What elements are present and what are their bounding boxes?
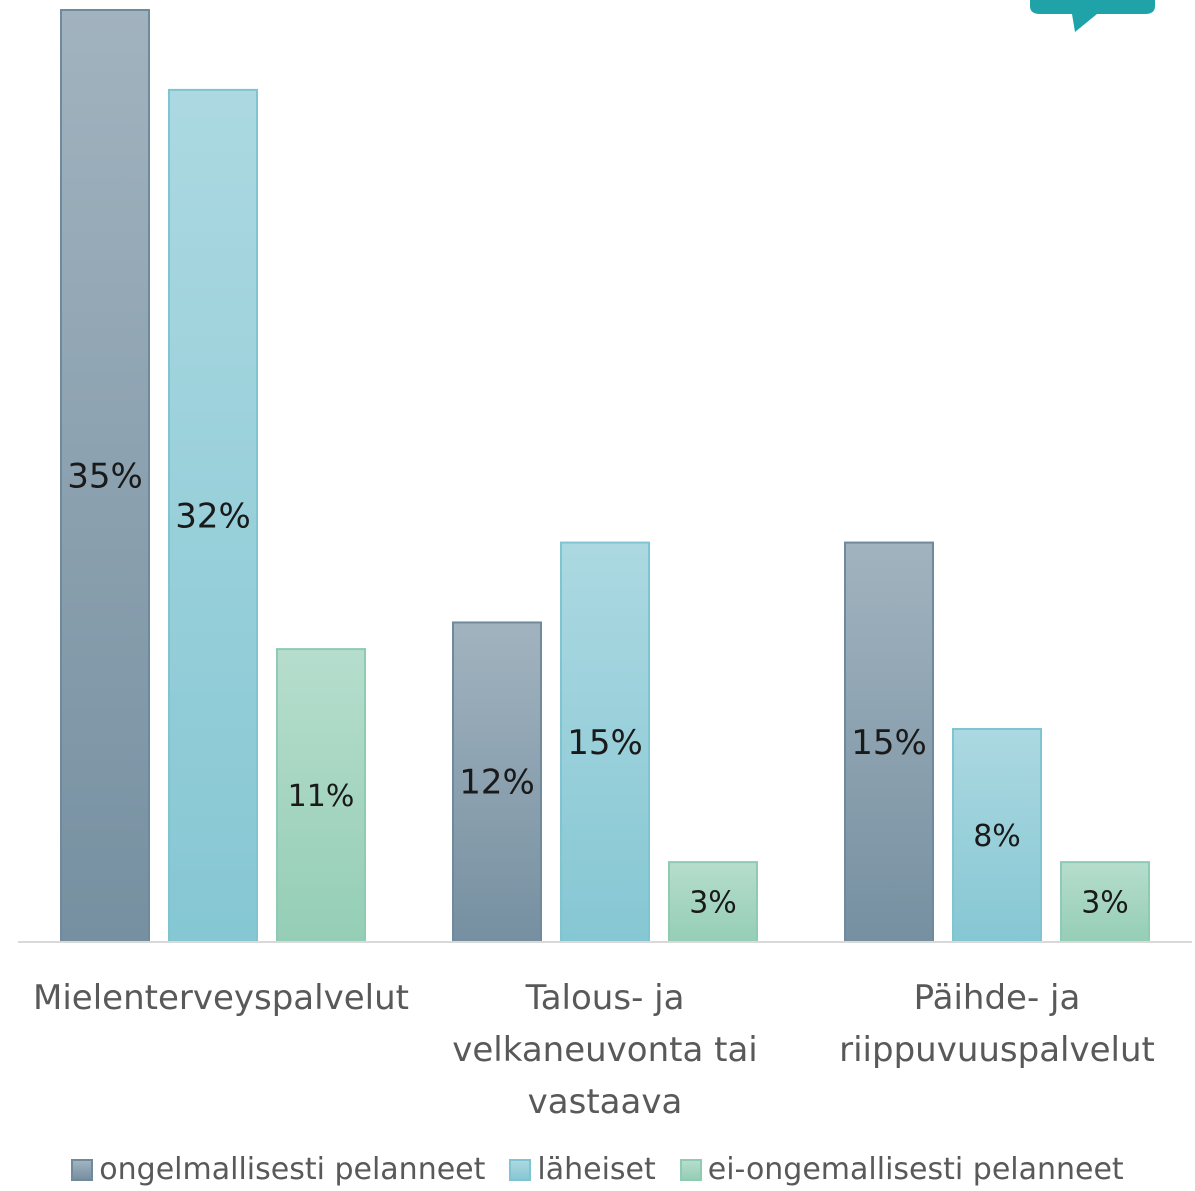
data-label: 11% (288, 779, 355, 814)
bar (952, 727, 1042, 943)
legend-item: ongelmallisesti pelanneet (71, 1152, 485, 1187)
bar (276, 648, 366, 943)
x-tick-label: Mielenterveyspalvelut (33, 978, 409, 1018)
legend-item: läheiset (509, 1152, 656, 1187)
bar (560, 541, 650, 943)
bar (1060, 861, 1150, 943)
legend: ongelmallisesti pelanneet läheiset ei-onge… (0, 1152, 1195, 1187)
legend-swatch (509, 1159, 532, 1181)
data-label: 15% (567, 723, 643, 763)
legend-item: ei-ongemallisesti pelanneet (679, 1152, 1124, 1187)
data-label: 15% (851, 723, 927, 763)
legend-label: ongelmallisesti pelanneet (99, 1152, 486, 1187)
legend-label: ei-ongemallisesti pelanneet (707, 1152, 1124, 1187)
legend-label: läheiset (537, 1152, 656, 1187)
data-label: 3% (689, 886, 737, 921)
data-label: 3% (1081, 886, 1129, 921)
data-label: 35% (67, 457, 143, 497)
bar (844, 541, 934, 943)
x-tick-label: Päihde- ja riippuvuuspalvelut (839, 978, 1155, 1070)
x-tick-label: Talous- ja velkaneuvonta tai vastaava (452, 978, 758, 1122)
bar (668, 861, 758, 943)
data-label: 32% (175, 496, 251, 536)
logo (1030, 0, 1155, 32)
data-label: 12% (459, 763, 535, 803)
legend-swatch (71, 1159, 94, 1181)
legend-swatch (679, 1159, 702, 1181)
data-label: 8% (973, 819, 1021, 854)
bar (452, 621, 542, 943)
